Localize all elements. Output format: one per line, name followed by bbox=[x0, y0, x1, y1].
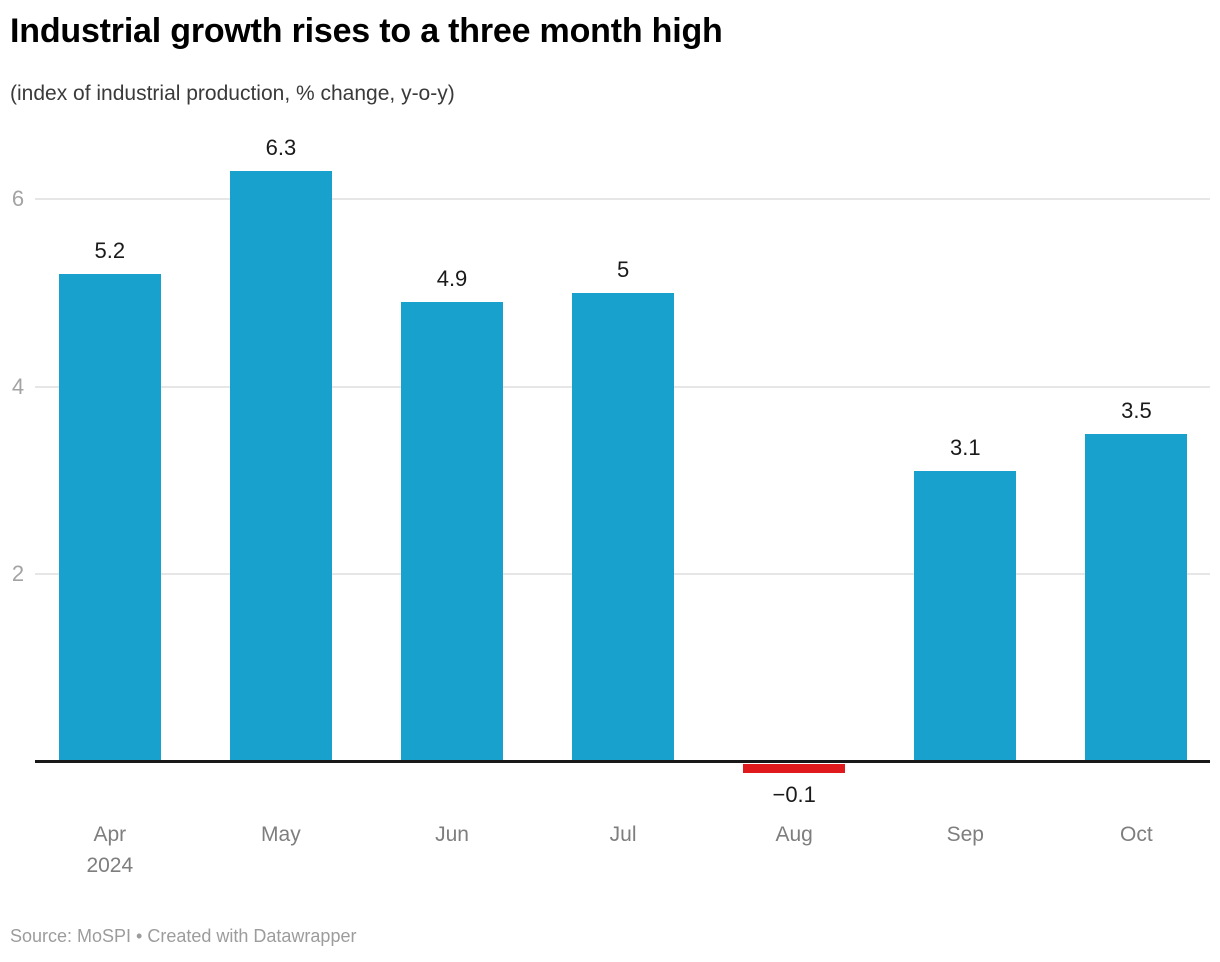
x-axis-label-apr: Apr 2024 bbox=[86, 823, 134, 877]
bar-jul bbox=[572, 293, 675, 762]
bar-sep bbox=[914, 471, 1017, 762]
value-label-sep: 3.1 bbox=[950, 435, 981, 461]
value-label-may: 6.3 bbox=[265, 135, 297, 161]
source-attribution: Source: MoSPI • Created with Datawrapper bbox=[10, 926, 357, 946]
x-axis-label-jun: Jun bbox=[435, 823, 469, 846]
value-label-jun: 4.9 bbox=[436, 266, 468, 292]
x-axis-label-may: May bbox=[261, 823, 301, 846]
value-label-oct: 3.5 bbox=[1121, 397, 1152, 423]
x-axis-label-oct: Oct bbox=[1120, 823, 1153, 846]
bar-aug bbox=[743, 763, 846, 773]
value-label-aug: −0.1 bbox=[772, 781, 816, 807]
zero-baseline bbox=[35, 760, 1210, 763]
value-label-apr: 5.2 bbox=[94, 238, 126, 264]
value-label-jul: 5 bbox=[616, 257, 630, 282]
y-axis-tick-label: 6 bbox=[11, 186, 25, 212]
y-axis-tick-label: 2 bbox=[11, 561, 25, 587]
bar-jun bbox=[401, 302, 503, 762]
bar-apr bbox=[58, 274, 161, 762]
gridline-6 bbox=[35, 198, 1210, 201]
x-axis-label-jul: Jul bbox=[609, 823, 637, 846]
chart-title: Industrial growth rises to a three month… bbox=[10, 12, 723, 50]
bar-oct bbox=[1085, 433, 1188, 762]
chart-subtitle: (index of industrial production, % chang… bbox=[10, 82, 455, 105]
bar-may bbox=[229, 171, 332, 762]
y-axis-tick-label: 4 bbox=[11, 373, 25, 399]
x-axis-label-aug: Aug bbox=[775, 823, 813, 846]
x-axis-label-sep: Sep bbox=[946, 823, 984, 846]
